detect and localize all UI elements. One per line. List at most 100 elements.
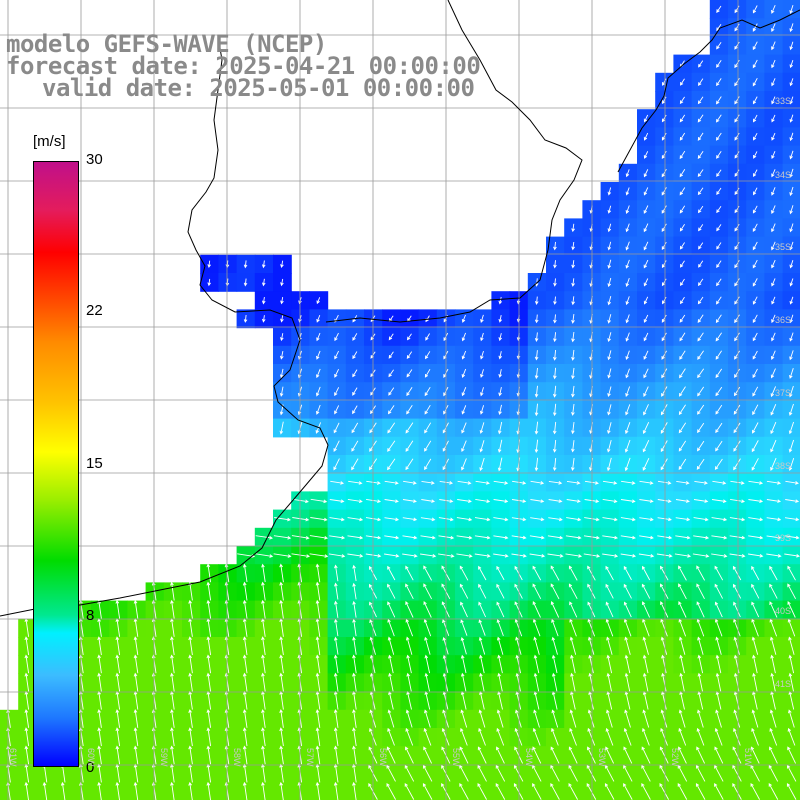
wind-arrow — [477, 746, 487, 764]
wind-arrow — [715, 132, 722, 141]
wind-arrow — [552, 403, 557, 417]
wind-arrow — [261, 581, 266, 601]
wind-arrow — [533, 672, 540, 692]
wind-arrow — [789, 368, 794, 379]
wind-arrow — [733, 404, 741, 415]
wind-arrow — [534, 403, 539, 417]
wind-arrow — [333, 654, 339, 674]
wind-arrow — [770, 386, 777, 398]
wind-arrow — [752, 205, 758, 214]
wind-arrow — [752, 404, 759, 416]
wind-arrow — [786, 764, 797, 782]
wind-arrow — [642, 618, 650, 637]
wind-arrow — [638, 553, 655, 558]
wind-arrow — [733, 440, 741, 452]
wind-arrow — [242, 709, 248, 728]
colorbar-tick-30: 30 — [86, 151, 103, 168]
wind-arrow — [309, 553, 329, 558]
wind-arrow — [734, 241, 740, 250]
wind-arrow — [496, 727, 505, 746]
wind-arrow — [406, 672, 412, 692]
speed-cell — [382, 782, 401, 800]
wind-arrow — [534, 350, 539, 361]
wind-arrow — [352, 781, 357, 800]
wind-arrow — [474, 553, 491, 558]
wind-arrow — [478, 601, 487, 618]
wind-arrow — [771, 96, 776, 105]
speed-cell — [782, 764, 800, 784]
wind-arrow — [771, 205, 776, 215]
speed-cell — [600, 782, 620, 800]
wind-arrow — [606, 457, 612, 472]
wind-arrow — [730, 480, 745, 485]
wind-arrow — [424, 351, 431, 360]
wind-arrow — [625, 205, 630, 214]
wind-arrow — [388, 333, 394, 341]
wind-arrow — [387, 709, 395, 728]
wind-arrow — [602, 535, 619, 540]
wind-arrow — [662, 96, 667, 105]
wind-arrow — [661, 672, 667, 692]
wind-arrow — [206, 745, 212, 765]
wind-arrow — [752, 223, 758, 233]
wind-arrow — [424, 422, 432, 434]
wind-arrow — [624, 457, 631, 472]
wind-arrow — [425, 333, 430, 341]
wind-arrow — [693, 535, 710, 540]
wind-arrow — [643, 114, 649, 123]
speed-cell — [491, 782, 511, 800]
wind-arrow — [748, 499, 764, 504]
wind-arrow — [571, 403, 575, 416]
wind-arrow — [402, 535, 418, 540]
wind-arrow — [351, 458, 359, 471]
wind-arrow — [170, 727, 175, 747]
wind-arrow — [405, 440, 414, 452]
wind-arrow — [405, 583, 414, 600]
wind-arrow — [602, 517, 618, 522]
speed-cell — [527, 782, 547, 800]
wind-arrow — [734, 368, 740, 378]
wind-arrow — [279, 421, 284, 435]
wind-arrow — [552, 458, 557, 472]
wind-arrow — [348, 480, 363, 485]
wind-arrow — [547, 535, 564, 540]
wind-arrow — [661, 168, 667, 178]
wind-arrow — [279, 563, 284, 583]
wind-arrow — [643, 187, 649, 196]
wind-arrow — [678, 636, 686, 655]
wind-arrow — [480, 332, 484, 342]
wind-arrow — [789, 150, 794, 160]
wind-arrow — [315, 386, 321, 397]
coastline-north — [325, 0, 583, 323]
wind-arrow — [422, 764, 433, 782]
wind-arrow — [697, 422, 705, 434]
wind-arrow — [534, 385, 539, 398]
wind-arrow — [751, 458, 759, 471]
wind-arrow — [133, 636, 139, 656]
wind-arrow — [678, 422, 687, 434]
wind-arrow — [315, 599, 321, 619]
wind-arrow — [460, 709, 468, 728]
wind-arrow — [788, 457, 795, 472]
wind-arrow — [387, 405, 395, 415]
wind-arrow — [771, 78, 776, 87]
wind-arrow — [387, 618, 395, 637]
wind-arrow — [279, 654, 284, 674]
wind-arrow — [133, 599, 139, 619]
wind-arrow — [675, 535, 691, 540]
wind-arrow — [423, 601, 432, 618]
wind-arrow — [734, 23, 740, 32]
wind-arrow — [261, 781, 266, 800]
wind-arrow — [716, 205, 722, 214]
wind-arrow — [771, 187, 776, 196]
wind-arrow — [133, 709, 139, 728]
wind-arrow — [642, 458, 650, 471]
wind-arrow — [748, 553, 764, 558]
wind-arrow — [460, 619, 468, 636]
wind-arrow — [734, 41, 740, 50]
wind-arrow — [695, 764, 706, 782]
wind-arrow — [660, 601, 669, 618]
wind-arrow — [587, 709, 595, 728]
wind-arrow — [769, 709, 777, 728]
